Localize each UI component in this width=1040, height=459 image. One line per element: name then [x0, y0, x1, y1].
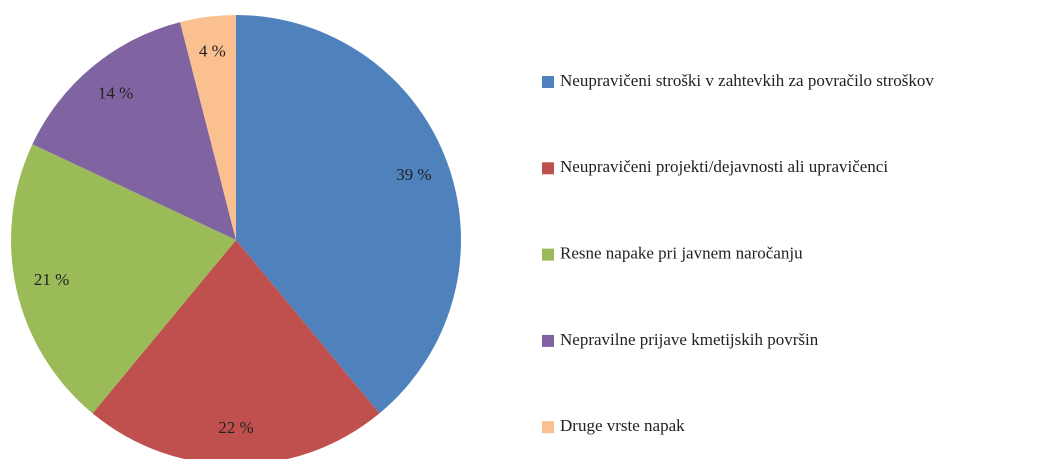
legend-label: Resne napake pri javnem naročanju	[560, 244, 803, 263]
legend-label: Neupravičeni projekti/dejavnosti ali upr…	[560, 157, 888, 176]
legend-swatch	[542, 162, 554, 175]
legend-swatch	[542, 76, 554, 88]
value-label: 4 %	[199, 41, 226, 60]
legend-swatch	[542, 421, 554, 434]
value-label: 39 %	[396, 165, 431, 184]
legend-label: Neupravičeni stroški v zahtevkih za povr…	[560, 71, 934, 90]
value-label: 14 %	[98, 83, 133, 102]
legend-label: Druge vrste napak	[560, 416, 685, 435]
pie-slice	[11, 144, 237, 414]
value-label: 22 %	[218, 418, 253, 437]
legend-swatch	[542, 334, 554, 347]
legend-swatch	[542, 248, 554, 261]
legend-label: Nepravilne prijave kmetijskih površin	[560, 330, 819, 349]
pie-slice	[180, 15, 236, 240]
pie-slice	[92, 240, 380, 459]
pie-slice	[32, 22, 237, 241]
pie-slice	[236, 15, 462, 414]
value-label: 21 %	[34, 270, 69, 289]
